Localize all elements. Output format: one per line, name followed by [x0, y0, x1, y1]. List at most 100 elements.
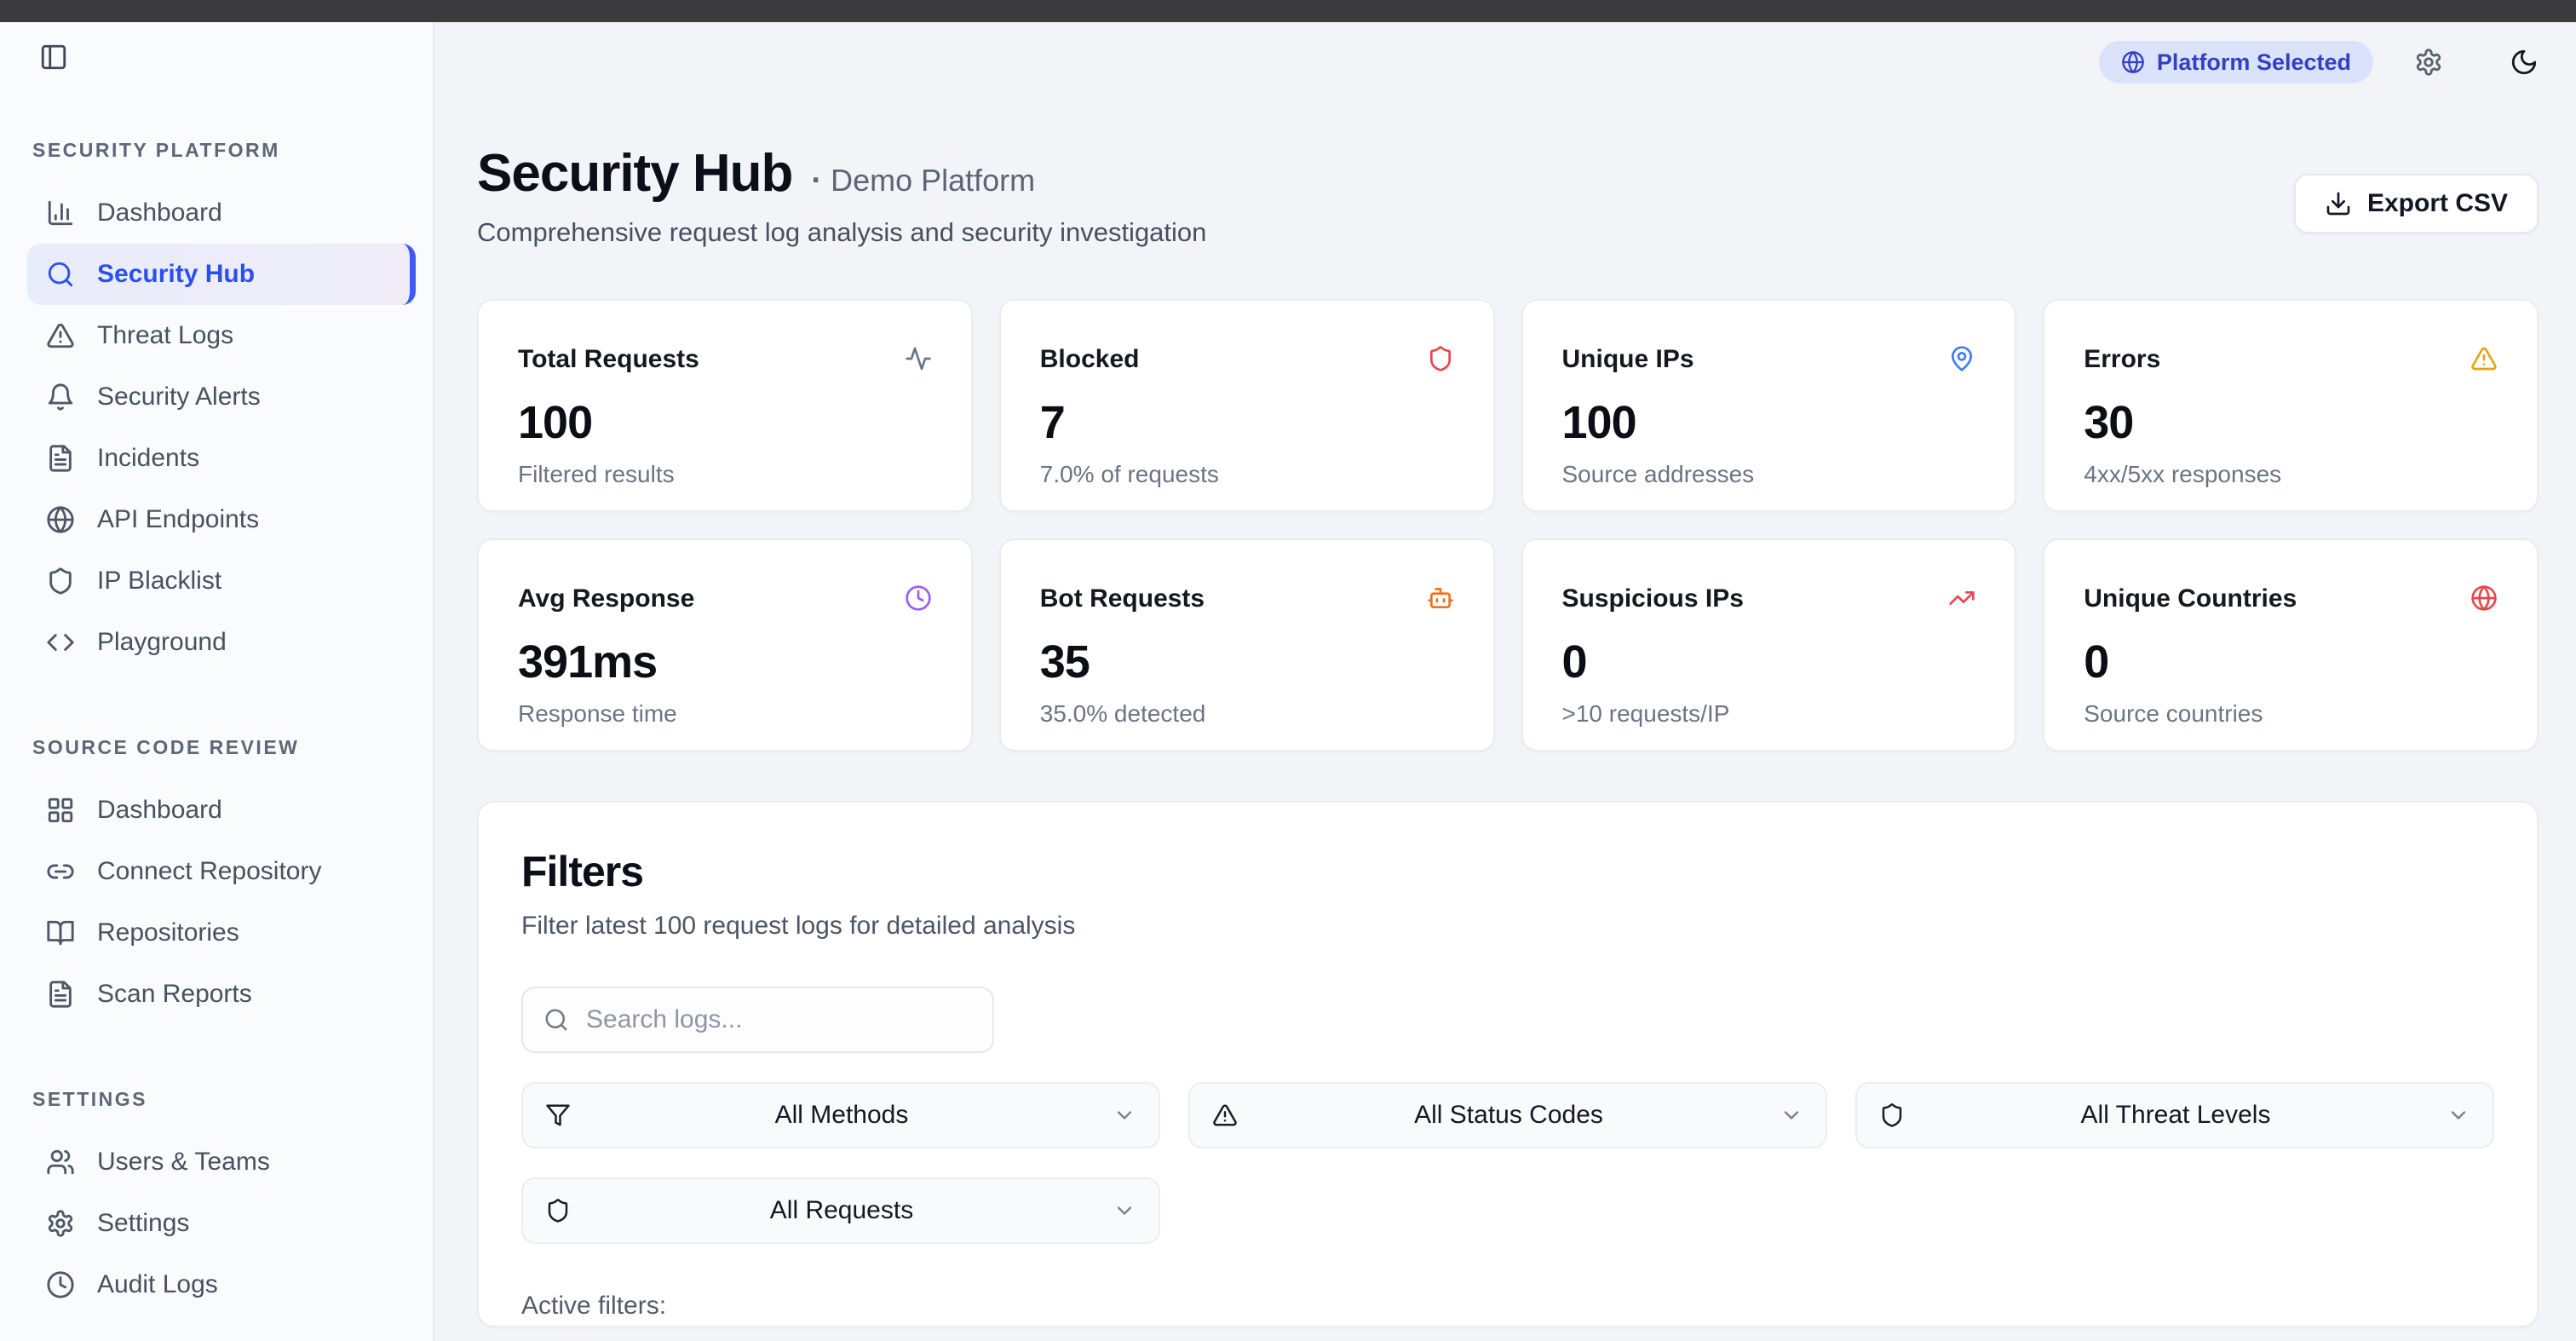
sidebar-item-label: Scan Reports — [97, 980, 252, 1008]
sidebar-item-label: Security Alerts — [97, 383, 261, 411]
sidebar-item-security-alerts[interactable]: Security Alerts — [27, 366, 416, 428]
stat-subtext: Source countries — [2084, 700, 2263, 727]
filter-dropdown-row-2: All Requests — [521, 1177, 2494, 1244]
bot-icon — [1427, 584, 1454, 612]
sidebar-item-label: Dashboard — [97, 796, 222, 824]
sidebar-item-label: IP Blacklist — [97, 567, 222, 595]
stat-label: Unique IPs — [1561, 345, 1694, 373]
stat-card-errors: Errors 30 4xx/5xx responses — [2043, 299, 2539, 512]
dropdown-selected-value: All Status Codes — [1414, 1101, 1603, 1129]
search-icon — [46, 260, 75, 289]
stat-label: Total Requests — [518, 345, 699, 373]
stat-label: Bot Requests — [1039, 584, 1205, 613]
clock-icon — [46, 1270, 75, 1299]
filters-description: Filter latest 100 request logs for detai… — [521, 912, 1076, 940]
sidebar-toggle-button[interactable] — [39, 43, 68, 72]
stat-label: Errors — [2084, 345, 2161, 373]
stat-card-unique-countries: Unique Countries 0 Source countries — [2043, 538, 2539, 751]
sidebar-section-settings: SETTINGS — [32, 1088, 148, 1110]
filters-title: Filters — [521, 848, 644, 895]
dropdown-selected-value: All Requests — [769, 1196, 914, 1224]
panel-left-icon — [39, 43, 68, 72]
stat-value: 100 — [1561, 397, 1637, 448]
alert-triangle-icon — [1212, 1102, 1238, 1128]
stat-card-suspicious-ips: Suspicious IPs 0 >10 requests/IP — [1521, 538, 2017, 751]
stat-subtext: >10 requests/IP — [1561, 700, 1730, 727]
download-icon — [2325, 190, 2352, 217]
sidebar-item-audit-logs[interactable]: Audit Logs — [27, 1254, 416, 1315]
sidebar-item-scr-dashboard[interactable]: Dashboard — [27, 780, 416, 841]
platform-selected-badge[interactable]: Platform Selected — [2098, 41, 2373, 83]
sidebar-item-label: Settings — [97, 1209, 190, 1237]
theme-toggle-button[interactable] — [2510, 48, 2539, 77]
sidebar-item-label: Threat Logs — [97, 321, 234, 349]
sidebar: SECURITY PLATFORM Dashboard Security Hub… — [0, 22, 434, 1341]
stat-card-bot-requests: Bot Requests 35 35.0% detected — [998, 538, 1495, 751]
code-icon — [46, 628, 75, 657]
sidebar-item-users-teams[interactable]: Users & Teams — [27, 1131, 416, 1193]
stat-value: 7 — [1039, 397, 1066, 448]
alert-triangle-icon — [46, 321, 75, 350]
gear-icon — [2414, 48, 2443, 77]
chevron-down-icon — [1113, 1103, 1136, 1127]
stat-value: 0 — [1561, 636, 1588, 688]
chevron-down-icon — [2447, 1103, 2470, 1127]
clock-icon — [905, 584, 932, 612]
threat-levels-dropdown[interactable]: All Threat Levels — [1855, 1082, 2494, 1148]
settings-icon — [46, 1209, 75, 1238]
stat-card-avg-response: Avg Response 391ms Response time — [477, 538, 973, 751]
stat-card-total-requests: Total Requests 100 Filtered results — [477, 299, 973, 512]
sidebar-item-ip-blacklist[interactable]: IP Blacklist — [27, 550, 416, 612]
sidebar-item-label: API Endpoints — [97, 505, 260, 533]
sidebar-item-label: Connect Repository — [97, 857, 322, 885]
sidebar-item-label: Dashboard — [97, 199, 222, 227]
stat-label: Unique Countries — [2084, 584, 2297, 613]
page-title: Security Hub — [477, 144, 793, 203]
requests-dropdown[interactable]: All Requests — [521, 1177, 1160, 1244]
sidebar-item-security-hub[interactable]: Security Hub — [27, 244, 416, 305]
stat-subtext: Response time — [518, 700, 677, 727]
globe-icon — [46, 505, 75, 534]
chart-column-icon — [46, 199, 75, 227]
sidebar-item-playground[interactable]: Playground — [27, 612, 416, 673]
stat-value: 391ms — [518, 636, 658, 688]
filter-icon — [545, 1102, 571, 1128]
sidebar-item-repositories[interactable]: Repositories — [27, 902, 416, 964]
sidebar-item-settings[interactable]: Settings — [27, 1193, 416, 1254]
export-csv-button[interactable]: Export CSV — [2293, 174, 2539, 233]
alert-triangle-icon — [2470, 345, 2498, 372]
sidebar-item-dashboard[interactable]: Dashboard — [27, 182, 416, 244]
file-text-icon — [46, 980, 75, 1009]
title-separator: · — [811, 163, 823, 199]
stat-subtext: Source addresses — [1561, 461, 1755, 487]
filter-dropdown-row-1: All Methods All Status Codes All Threat … — [521, 1082, 2494, 1148]
layout-grid-icon — [46, 796, 75, 825]
sidebar-item-incidents[interactable]: Incidents — [27, 428, 416, 489]
stats-grid: Total Requests 100 Filtered results Bloc… — [477, 299, 2539, 751]
map-pin-icon — [1948, 345, 1975, 372]
globe-icon — [2470, 584, 2498, 612]
sidebar-item-threat-logs[interactable]: Threat Logs — [27, 305, 416, 366]
trending-up-icon — [1948, 584, 1975, 612]
search-icon — [543, 1007, 569, 1033]
activity-icon — [905, 345, 932, 372]
shield-icon — [1427, 345, 1454, 372]
chevron-down-icon — [1780, 1103, 1803, 1127]
sidebar-item-connect-repository[interactable]: Connect Repository — [27, 841, 416, 902]
file-text-icon — [46, 444, 75, 473]
dropdown-selected-value: All Threat Levels — [2080, 1101, 2271, 1129]
page-header: Security Hub · Demo Platform Comprehensi… — [477, 143, 2539, 248]
search-box — [521, 987, 994, 1053]
platform-name: Demo Platform — [831, 163, 1036, 198]
header-settings-button[interactable] — [2414, 48, 2443, 77]
link-icon — [46, 857, 75, 886]
active-filters-label: Active filters: — [521, 1292, 667, 1320]
methods-dropdown[interactable]: All Methods — [521, 1082, 1160, 1148]
stat-value: 30 — [2084, 397, 2134, 448]
sidebar-item-scan-reports[interactable]: Scan Reports — [27, 964, 416, 1025]
status-codes-dropdown[interactable]: All Status Codes — [1188, 1082, 1827, 1148]
search-input[interactable] — [584, 1004, 972, 1035]
chevron-down-icon — [1113, 1199, 1136, 1223]
sidebar-item-label: Repositories — [97, 918, 239, 947]
sidebar-item-api-endpoints[interactable]: API Endpoints — [27, 489, 416, 550]
